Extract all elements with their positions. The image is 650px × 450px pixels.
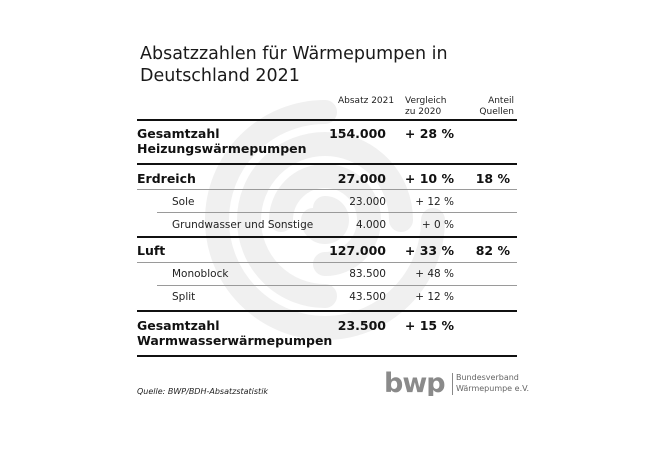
value-vergleich-gesamt-heizung: + 28 % (404, 126, 454, 141)
table-bottom-rule (137, 355, 517, 357)
value-absatz-erdreich: 27.000 (337, 171, 386, 186)
source-note: Quelle: BWP/BDH-Absatzstatistik (137, 387, 269, 396)
value-vergleich-luft: + 33 % (404, 243, 454, 258)
logo-separator (452, 373, 453, 395)
value-vergleich-sole: + 12 % (415, 196, 454, 208)
title-line-1: Absatzzahlen für Wärmepumpen in (140, 44, 448, 64)
value-vergleich-erdreich: + 10 % (404, 171, 454, 186)
bwp-logo: bwp (384, 368, 446, 396)
value-absatz-gesamt-heizung: 154.000 (329, 126, 386, 141)
rule-after-grundwasser (137, 236, 517, 238)
value-anteil-erdreich: 18 % (475, 171, 510, 186)
value-absatz-split: 43.500 (349, 291, 386, 303)
logo-text-line-1: Bundesverband (456, 373, 519, 382)
row-label-gesamt-heizung: Gesamtzahl Heizungswärmepumpen (137, 126, 307, 156)
column-header-vergleich: Vergleich zu 2020 (405, 96, 447, 117)
row-label-gesamt-warmwasser: Gesamtzahl Warmwasserwärmepumpen (137, 318, 333, 348)
value-vergleich-monoblock: + 48 % (415, 268, 454, 280)
logo-text-line-2: Wärmepumpe e.V. (456, 383, 530, 393)
page-title: Absatzzahlen für Wärmepumpen in Deutschl… (140, 43, 520, 87)
rule-after-gesamt-heizung (137, 163, 517, 165)
value-absatz-grundwasser: 4.000 (355, 219, 386, 231)
rule-after-split (137, 310, 517, 312)
row-label-luft: Luft (137, 243, 166, 258)
value-vergleich-grundwasser: + 0 % (421, 219, 454, 231)
logo-wordmark: bwp (384, 368, 445, 396)
rule-after-sole (157, 212, 517, 213)
row-label-split: Split (172, 291, 196, 303)
rule-after-monoblock (157, 285, 517, 286)
value-absatz-luft: 127.000 (329, 243, 386, 258)
logo-text: Bundesverband Wärmepumpe e.V. (456, 373, 529, 394)
value-vergleich-split: + 12 % (415, 291, 454, 303)
header-rule (137, 119, 517, 121)
row-label-monoblock: Monoblock (172, 268, 229, 280)
rule-after-erdreich (137, 189, 517, 190)
column-header-anteil: Anteil Quellen (479, 96, 514, 117)
row-label-erdreich: Erdreich (137, 171, 196, 186)
title-line-2: Deutschland 2021 (140, 66, 300, 86)
column-header-absatz: Absatz 2021 (338, 96, 395, 106)
value-vergleich-gesamt-warmwasser: + 15 % (404, 318, 454, 333)
rule-after-luft (137, 262, 517, 263)
swirl-watermark (205, 100, 445, 340)
value-absatz-monoblock: 83.500 (349, 268, 386, 280)
value-absatz-sole: 23.000 (349, 196, 386, 208)
row-label-sole: Sole (172, 196, 195, 208)
row-label-grundwasser: Grundwasser und Sonstige (172, 219, 314, 231)
value-anteil-luft: 82 % (475, 243, 510, 258)
value-absatz-gesamt-warmwasser: 23.500 (337, 318, 386, 333)
